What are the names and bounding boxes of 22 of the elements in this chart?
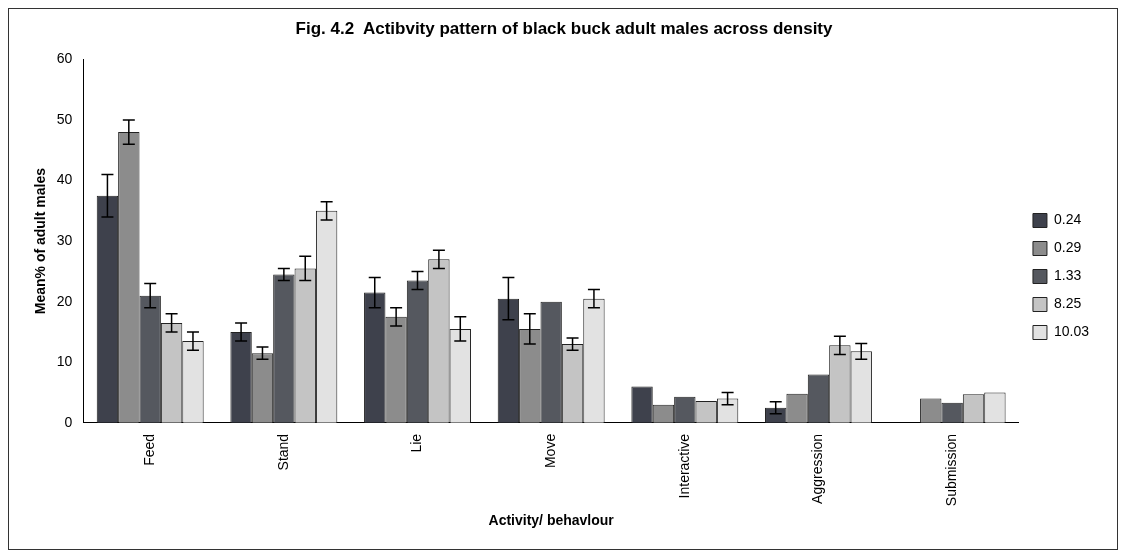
y-tick-label: 30 <box>56 231 73 248</box>
x-tick-label: Lie <box>408 433 425 453</box>
legend-label: 0.24 <box>1053 211 1082 228</box>
x-axis-title: Activity/ behavlour <box>488 512 615 529</box>
y-tick-label: 60 <box>56 50 73 67</box>
x-tick-label: Feed <box>141 433 158 466</box>
y-tick-label: 40 <box>56 171 73 188</box>
x-tick-label: Move <box>542 433 559 469</box>
y-tick-label: 50 <box>56 110 73 127</box>
x-tick-label: Submission <box>943 433 959 507</box>
y-axis-title: Mean% of adult males <box>32 167 49 315</box>
x-tick-label: Aggression <box>809 433 826 504</box>
y-tick-label: 20 <box>56 292 73 309</box>
legend-label: 0.29 <box>1053 239 1082 256</box>
legend-label: 1.33 <box>1053 267 1082 284</box>
chart-title: Fig. 4.2 Actibvity pattern of black buck adult males across density <box>295 18 833 38</box>
y-tick-label: 0 <box>64 413 73 430</box>
y-tick-label: 10 <box>56 353 73 370</box>
legend-label: 8.25 <box>1053 295 1082 312</box>
x-tick-label: Interactive <box>675 433 692 499</box>
legend-label: 10.03 <box>1053 323 1090 340</box>
x-tick-label: Stand <box>274 433 291 471</box>
